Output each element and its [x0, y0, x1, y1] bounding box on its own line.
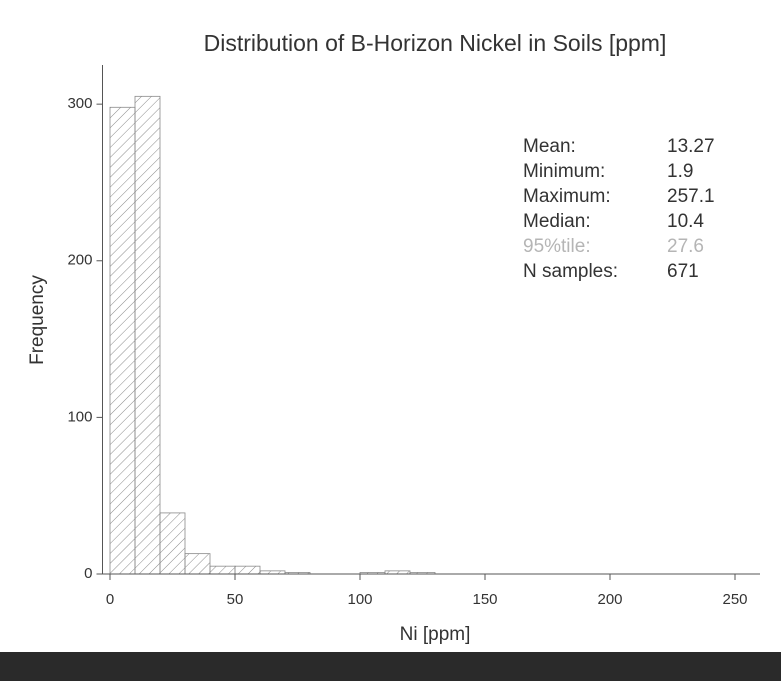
bar: [184, 553, 211, 575]
bar: [159, 512, 186, 575]
chart-title: Distribution of B-Horizon Nickel in Soil…: [204, 30, 667, 56]
stat-label: N samples:: [523, 261, 618, 282]
y-tick-label: 0: [84, 565, 92, 582]
stat-label: Minimum:: [523, 161, 605, 182]
bar: [109, 106, 136, 575]
x-tick-label: 100: [347, 591, 372, 608]
bottom-band: [0, 652, 781, 681]
stat-value: 10.4: [667, 211, 704, 232]
x-tick-label: 200: [597, 591, 622, 608]
bar: [234, 565, 261, 575]
y-tick-label: 100: [67, 408, 92, 425]
y-tick-label: 200: [67, 252, 92, 269]
stat-value: 257.1: [667, 186, 715, 207]
stat-value: 1.9: [667, 161, 693, 182]
stat-value: 13.27: [667, 136, 715, 157]
stat-label: Median:: [523, 211, 591, 232]
stat-label: Mean:: [523, 136, 576, 157]
y-tick-label: 300: [67, 95, 92, 112]
x-tick-label: 0: [106, 591, 114, 608]
stat-label: 95%tile:: [523, 236, 591, 257]
x-tick-label: 150: [472, 591, 497, 608]
stat-value: 671: [667, 261, 699, 282]
stat-label: Maximum:: [523, 186, 611, 207]
stat-value: 27.6: [667, 236, 704, 257]
x-axis-label: Ni [ppm]: [400, 624, 471, 645]
x-tick-label: 50: [227, 591, 244, 608]
x-tick-label: 250: [722, 591, 747, 608]
bar: [209, 565, 236, 575]
bar: [134, 95, 161, 575]
y-axis-label: Frequency: [27, 275, 48, 365]
